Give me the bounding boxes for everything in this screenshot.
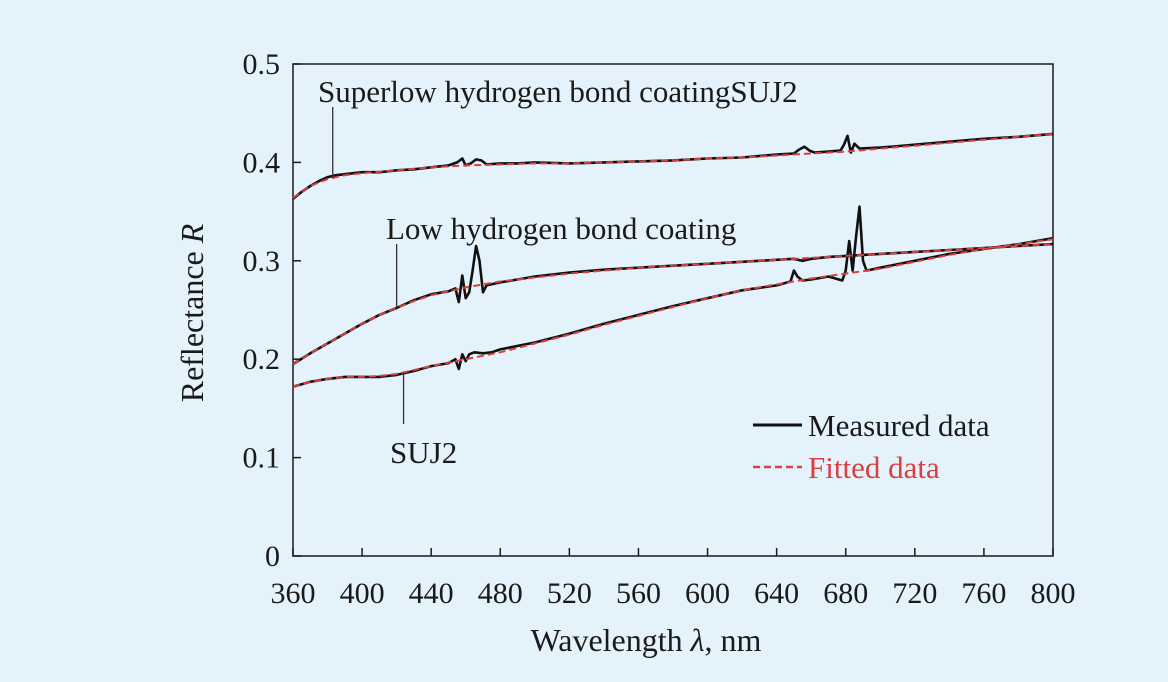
- x-tick-label: 480: [478, 577, 523, 610]
- x-axis-label: Wavelength λ, nm: [531, 622, 762, 658]
- y-tick-label: 0.5: [243, 48, 281, 81]
- series-low-fitted-line: [292, 243, 1054, 365]
- y-tick-label: 0: [265, 540, 280, 573]
- x-tick-label: 560: [616, 577, 661, 610]
- series-layer: [292, 132, 1054, 389]
- x-tick-label: 680: [823, 577, 868, 610]
- annotation-suj2: SUJ2: [390, 435, 457, 470]
- x-tick-label: 440: [409, 577, 454, 610]
- annotation-layer: Superlow hydrogen bond coatingSUJ2 Low hy…: [318, 74, 798, 470]
- x-tick-label: 400: [340, 577, 385, 610]
- y-tick-label: 0.1: [243, 442, 281, 475]
- legend-fitted-label: Fitted data: [808, 450, 940, 485]
- x-tick-label: 520: [547, 577, 592, 610]
- y-axis-label: Reflectance R: [174, 223, 210, 402]
- x-tick-label: 640: [754, 577, 799, 610]
- x-tick-label: 720: [892, 577, 937, 610]
- x-tick-label: 760: [961, 577, 1006, 610]
- y-tick-label: 0.4: [243, 146, 281, 179]
- plot-frame: [292, 63, 1054, 557]
- x-tick-label: 360: [271, 577, 316, 610]
- series-low-measured-line: [292, 242, 1054, 366]
- annotation-superlow: Superlow hydrogen bond coatingSUJ2: [318, 74, 798, 109]
- x-tick-label: 800: [1031, 577, 1076, 610]
- legend: Measured data Fitted data: [753, 408, 990, 485]
- series-suj2-fitted-line: [292, 238, 1054, 388]
- y-tick-label: 0.2: [243, 343, 281, 376]
- annotation-low: Low hydrogen bond coating: [386, 211, 736, 246]
- legend-measured-label: Measured data: [808, 408, 990, 443]
- plot-area: 360 400 440 480 520 560 600 640 680 720 760 800 0 0.1…: [243, 48, 1076, 610]
- x-tick-label: 600: [685, 577, 730, 610]
- series-superlow-fitted-line: [292, 132, 1054, 199]
- y-tick-label: 0.3: [243, 245, 281, 278]
